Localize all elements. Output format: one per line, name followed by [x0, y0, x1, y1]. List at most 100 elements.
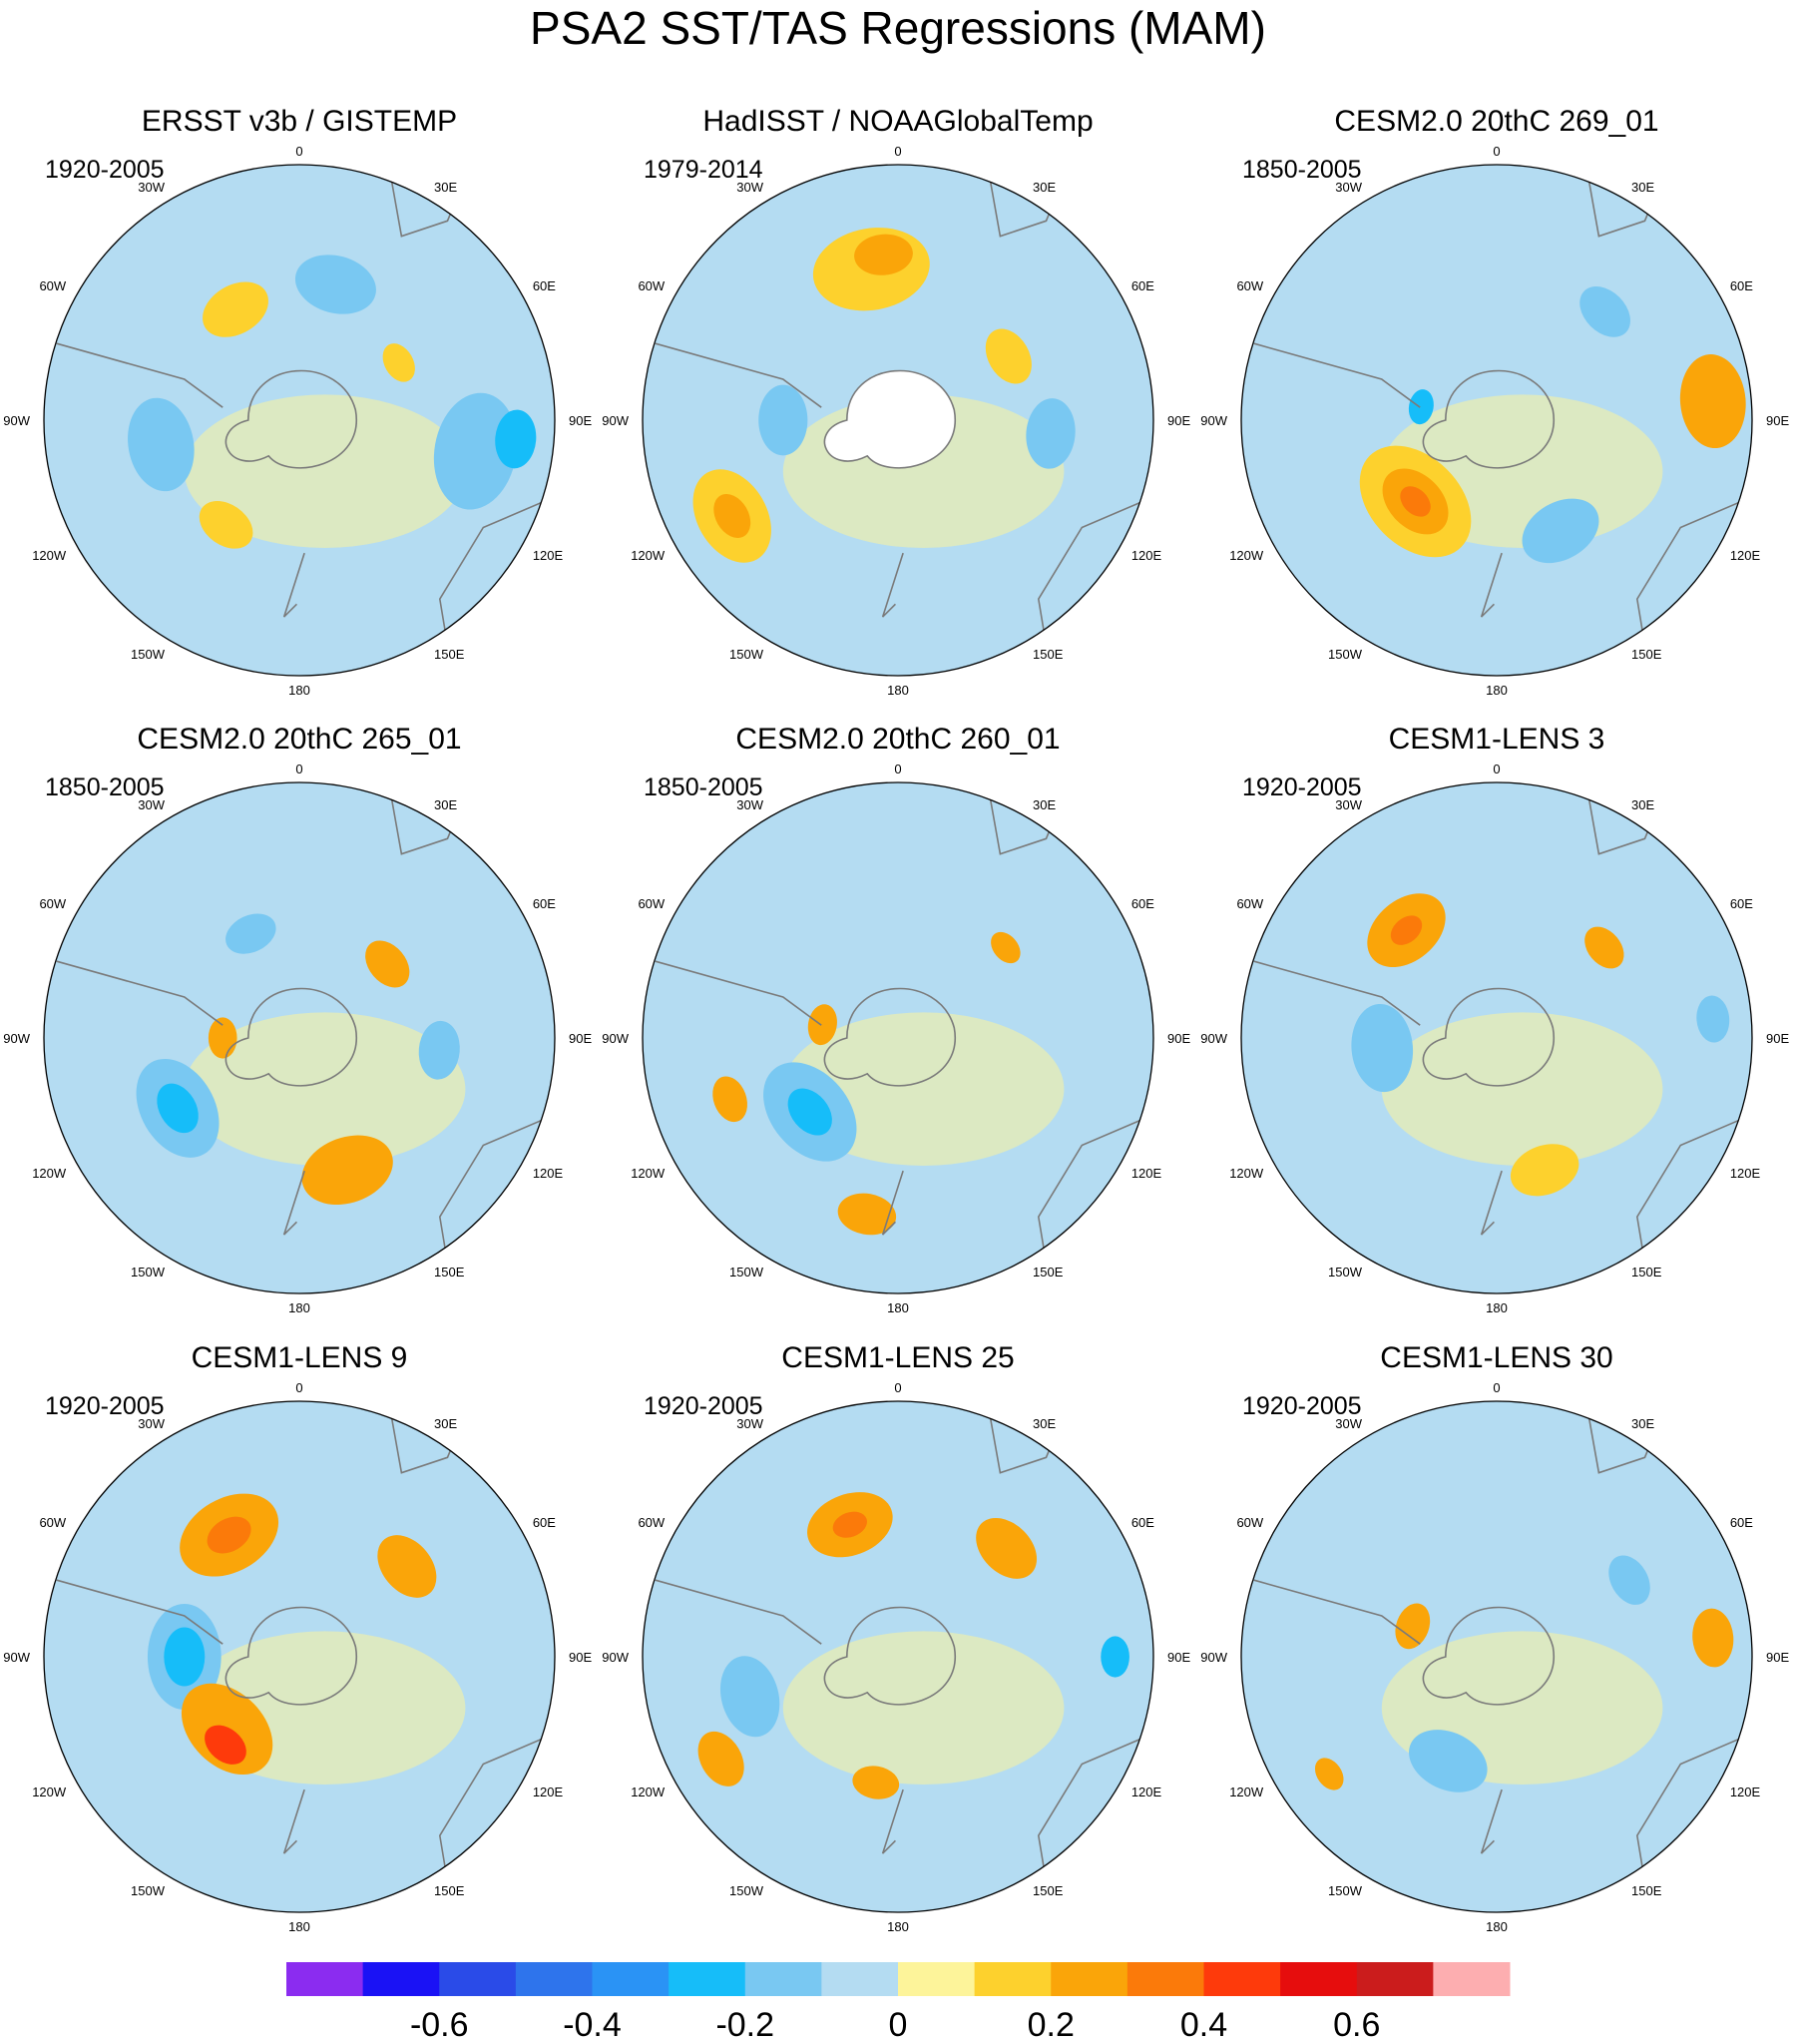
colorbar-swatch [1051, 1962, 1128, 1996]
anomaly-contour [1351, 1003, 1414, 1093]
anomaly-contour [1692, 1608, 1734, 1668]
longitude-label: 150W [131, 1265, 166, 1279]
longitude-label: 30E [1033, 180, 1056, 195]
anomaly-contour [365, 940, 410, 988]
anomaly-contour [495, 409, 537, 469]
longitude-label: 90W [602, 1031, 629, 1046]
south-america-coastline [56, 342, 224, 408]
longitude-label: 90E [1766, 413, 1789, 428]
colorbar-swatch [592, 1962, 670, 1996]
anomaly-contour [837, 1193, 897, 1236]
longitude-label: 30W [1335, 1416, 1362, 1431]
map-panel: CESM2.0 20thC 260_01 1850-2005 0 30E 60E 90E 1… [602, 723, 1190, 1315]
longitude-label: 120E [1730, 1166, 1761, 1181]
positive-band [782, 1631, 1065, 1785]
longitude-label: 180 [887, 683, 909, 698]
longitude-label: 120W [1229, 548, 1264, 563]
anomaly-contour [712, 1076, 747, 1123]
anomaly-contour [854, 234, 913, 275]
map-panel: CESM1-LENS 30 1920-2005 0 30E 60E 90E 120E 150E… [1200, 1341, 1789, 1934]
map-panel: CESM2.0 20thC 265_01 1850-2005 0 30E 60E 90E 1… [3, 723, 592, 1315]
longitude-label: 30E [434, 797, 457, 812]
map-panel: CESM2.0 20thC 269_01 1850-2005 0 30E 60E 90E 1… [1200, 105, 1789, 698]
longitude-label: 150W [729, 1265, 764, 1279]
longitude-label: 150E [1631, 1265, 1662, 1279]
longitude-label: 30W [736, 797, 763, 812]
colorbar-tick-label: 0.4 [1180, 2006, 1227, 2044]
colorbar-swatch [1356, 1962, 1434, 1996]
anomaly-contour [991, 931, 1021, 964]
antarctica-coastline [224, 369, 358, 469]
panel-period: 1920-2005 [45, 1392, 165, 1420]
anomaly-contour [1400, 486, 1431, 517]
colorbar-tick-label: -0.6 [410, 2006, 469, 2044]
longitude-label: 0 [894, 144, 901, 159]
longitude-label: 180 [1486, 1300, 1508, 1315]
map-border [1240, 164, 1753, 677]
longitude-label: 180 [288, 1919, 310, 1934]
anomaly-contour [852, 1766, 900, 1799]
anomaly-contour [1395, 1603, 1431, 1650]
panel-title: CESM2.0 20thC 265_01 [137, 723, 461, 756]
map-border [642, 1400, 1154, 1913]
longitude-label: 150W [729, 1883, 764, 1898]
positive-band [184, 394, 466, 548]
longitude-label: 120W [1229, 1785, 1264, 1799]
longitude-label: 60E [1730, 896, 1753, 911]
longitude-label: 150E [1631, 647, 1662, 662]
anomaly-contour [207, 1516, 251, 1554]
longitude-label: 30W [1335, 797, 1362, 812]
longitude-label: 180 [1486, 683, 1508, 698]
anomaly-contour [128, 397, 195, 492]
longitude-label: 60E [1730, 278, 1753, 293]
anomaly-contour [1101, 1636, 1129, 1678]
longitude-label: 90W [3, 1650, 30, 1665]
longitude-label: 90E [1167, 413, 1190, 428]
longitude-label: 60W [1236, 1515, 1263, 1530]
anomaly-contour [294, 255, 376, 314]
new-zealand-coastline [1480, 1170, 1503, 1236]
longitude-label: 90W [1200, 1650, 1227, 1665]
longitude-label: 120W [32, 1785, 67, 1799]
longitude-label: 180 [288, 1300, 310, 1315]
longitude-label: 30E [1033, 797, 1056, 812]
longitude-label: 0 [295, 144, 302, 159]
map-border [642, 781, 1154, 1294]
longitude-label: 0 [894, 762, 901, 776]
longitude-label: 180 [288, 683, 310, 698]
panel-title: CESM1-LENS 9 [192, 1341, 408, 1374]
new-zealand-coastline [881, 552, 904, 618]
longitude-label: 30E [1631, 180, 1654, 195]
map-panel: CESM1-LENS 25 1920-2005 0 30E 60E 90E 120E 150E… [602, 1341, 1190, 1934]
longitude-label: 30E [434, 1416, 457, 1431]
colorbar-swatch [286, 1962, 364, 1996]
longitude-label: 150E [434, 647, 465, 662]
colorbar-tick-label: 0 [889, 2006, 908, 2044]
longitude-label: 90E [1766, 1650, 1789, 1665]
longitude-label: 120W [631, 548, 666, 563]
longitude-label: 120E [1131, 1785, 1162, 1799]
anomaly-contour [787, 1088, 832, 1136]
longitude-label: 120W [631, 1166, 666, 1181]
south-america-coastline [56, 960, 224, 1026]
longitude-label: 60E [533, 278, 556, 293]
longitude-label: 150E [434, 1883, 465, 1898]
longitude-label: 150E [1631, 1883, 1662, 1898]
anomaly-contour [1390, 915, 1423, 945]
longitude-label: 150E [1033, 1265, 1064, 1279]
anomaly-contour [203, 281, 268, 337]
panel-period: 1850-2005 [644, 773, 763, 801]
panel-title: CESM1-LENS 25 [781, 1341, 1014, 1374]
south-america-coastline [1253, 960, 1421, 1026]
longitude-label: 30W [736, 180, 763, 195]
panel-grid: ERSST v3b / GISTEMP 1920-2005 0 30E 60E 90E 12… [3, 105, 1789, 1934]
anomaly-contour [199, 501, 253, 549]
anomaly-contour [832, 1511, 867, 1538]
longitude-label: 180 [887, 1919, 909, 1934]
colorbar-swatch [669, 1962, 746, 1996]
anomaly-contour [1510, 1144, 1579, 1197]
colorbar-swatch [821, 1962, 899, 1996]
panel-title: CESM1-LENS 30 [1380, 1341, 1612, 1374]
anomaly-contour [1584, 926, 1624, 969]
